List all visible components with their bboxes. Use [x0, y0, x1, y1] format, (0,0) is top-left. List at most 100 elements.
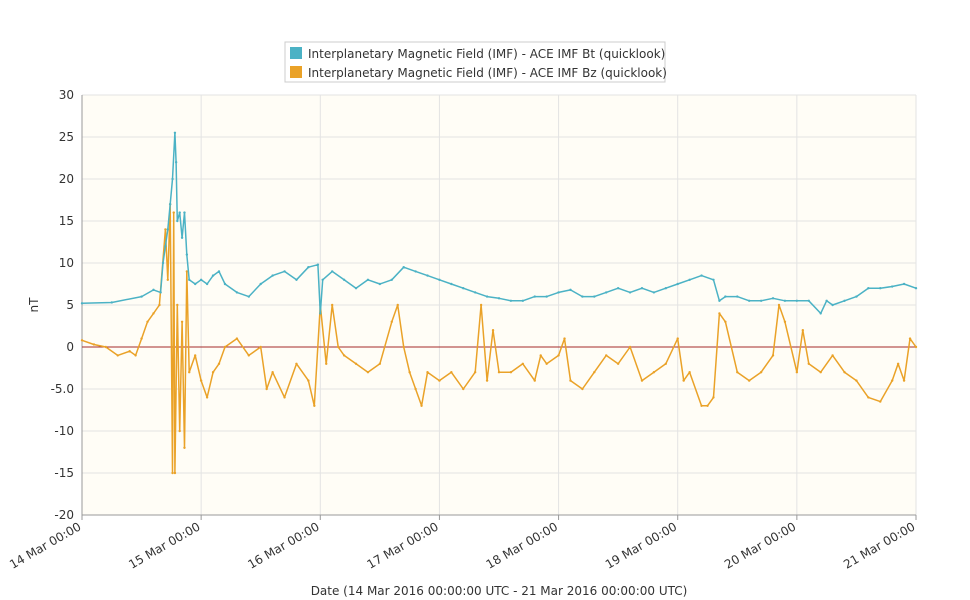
- data-point-bt: [700, 274, 703, 277]
- data-point-bz: [855, 379, 858, 382]
- data-point-bz: [223, 345, 227, 349]
- data-point-bz: [902, 379, 906, 382]
- data-point-bt: [462, 287, 465, 290]
- data-point-bz: [199, 379, 203, 382]
- data-point-bt: [545, 295, 548, 298]
- data-point-bt: [414, 270, 417, 273]
- data-point-bz: [676, 337, 679, 340]
- data-point-bt: [593, 295, 596, 298]
- data-point-bt: [402, 266, 405, 269]
- data-point-bt: [450, 282, 453, 286]
- data-point-bz: [700, 404, 703, 407]
- y-tick-label: -20: [54, 508, 74, 522]
- data-point-bz: [616, 362, 620, 365]
- data-point-bz: [462, 387, 465, 391]
- data-point-bt: [652, 291, 656, 294]
- data-point-bt: [307, 266, 310, 269]
- data-point-bt: [235, 291, 239, 294]
- x-tick-label: 19 Mar 00:00: [603, 519, 679, 571]
- data-point-bz: [473, 371, 477, 374]
- data-point-bt: [688, 278, 691, 281]
- data-point-bt: [843, 299, 846, 302]
- data-point-bt: [807, 299, 810, 302]
- data-point-bz: [640, 379, 644, 382]
- data-point-bt: [748, 299, 751, 302]
- y-tick-label: 30: [59, 88, 74, 102]
- y-tick-label: -5.0: [51, 382, 74, 396]
- data-point-bt: [759, 299, 763, 302]
- x-tick-label: 17 Mar 00:00: [365, 519, 441, 571]
- data-point-bt: [178, 211, 181, 214]
- data-point-bt: [825, 299, 828, 302]
- data-point-bz: [116, 354, 119, 357]
- data-point-bz: [235, 337, 239, 340]
- legend-box: [284, 41, 666, 83]
- data-point-bz: [205, 396, 209, 399]
- x-tick-label: 14 Mar 00:00: [7, 519, 83, 571]
- data-point-bz: [491, 329, 495, 332]
- data-point-bt: [890, 285, 894, 288]
- data-point-bz: [396, 303, 399, 307]
- data-point-bt: [140, 295, 143, 298]
- data-point-bz: [390, 320, 393, 323]
- data-point-bt: [581, 295, 584, 298]
- x-tick-label: 21 Mar 00:00: [841, 519, 917, 571]
- data-point-bz: [366, 371, 370, 374]
- data-point-bz: [211, 371, 215, 374]
- data-point-bz: [378, 362, 382, 365]
- data-point-bz: [759, 371, 763, 374]
- data-point-bt: [176, 219, 179, 223]
- data-point-bt: [188, 278, 191, 281]
- legend: Interplanetary Magnetic Field (IMF) - AC…: [284, 41, 667, 83]
- legend-swatch-bz: [290, 66, 302, 78]
- data-point-bt: [724, 295, 727, 298]
- data-point-bt: [628, 291, 632, 294]
- data-point-bz: [777, 303, 781, 307]
- data-point-bz: [682, 379, 685, 382]
- data-point-bz: [533, 379, 536, 382]
- data-point-bz: [188, 371, 191, 374]
- data-point-bz: [801, 329, 805, 332]
- data-point-bz: [180, 320, 184, 323]
- data-point-bt: [174, 161, 178, 164]
- data-point-bt: [166, 228, 169, 231]
- data-point-bt: [914, 287, 918, 290]
- data-point-bz: [128, 350, 131, 353]
- data-point-bt: [217, 270, 221, 273]
- data-point-bz: [307, 379, 310, 382]
- data-point-bt: [199, 278, 203, 281]
- data-point-bz: [539, 354, 542, 357]
- data-point-bz: [172, 211, 175, 214]
- data-point-bt: [183, 211, 186, 214]
- data-point-bt: [509, 299, 513, 302]
- data-point-bt: [438, 278, 441, 281]
- data-point-bz: [736, 371, 739, 374]
- y-tick-label: -10: [54, 424, 74, 438]
- data-point-bz: [479, 303, 483, 307]
- data-point-bz: [152, 312, 155, 315]
- data-point-bz: [146, 320, 149, 323]
- data-point-bz: [831, 354, 834, 357]
- data-point-bt: [271, 274, 274, 277]
- data-point-bz: [557, 354, 560, 357]
- data-point-bz: [664, 362, 667, 365]
- y-tick-label: 15: [59, 214, 74, 228]
- data-point-bt: [902, 282, 906, 286]
- data-point-bz: [354, 362, 358, 365]
- data-point-bz: [628, 345, 632, 349]
- data-point-bz: [283, 396, 286, 399]
- data-point-bz: [545, 362, 548, 365]
- data-point-bz: [605, 354, 608, 357]
- data-point-bt: [390, 278, 393, 281]
- data-point-bt: [193, 282, 197, 286]
- data-point-bz: [748, 379, 751, 382]
- data-point-bz: [176, 303, 179, 307]
- y-tick-label: 0: [66, 340, 74, 354]
- legend-label-bz[interactable]: Interplanetary Magnetic Field (IMF) - AC…: [308, 66, 667, 80]
- data-point-bt: [185, 253, 189, 256]
- data-point-bz: [485, 379, 489, 382]
- data-point-bt: [378, 282, 382, 286]
- legend-label-bt[interactable]: Interplanetary Magnetic Field (IMF) - AC…: [308, 47, 665, 61]
- data-point-bz: [408, 371, 411, 374]
